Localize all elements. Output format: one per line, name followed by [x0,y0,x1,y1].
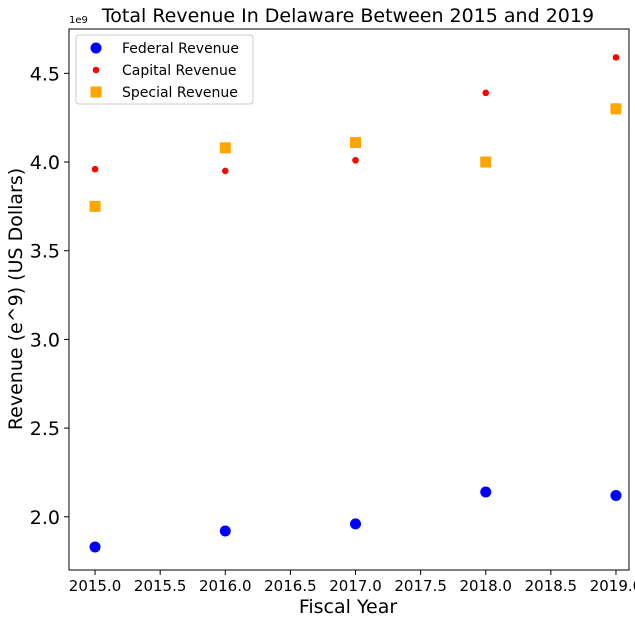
y-tick-label: 3.0 [30,329,60,351]
legend-marker-capital-revenue [92,66,100,74]
federal-revenue-point [219,525,231,537]
x-axis-ticks: 2015.0 2015.5 2016.0 2016.5 2017.0 2017.5 2018… [69,570,635,595]
y-axis-ticks: 2.0 2.5 3.0 3.5 4.0 4.5 [30,63,69,529]
chart-title: Total Revenue In Delaware Between 2015 a… [101,5,594,27]
federal-revenue-point [89,541,101,553]
special-revenue-point [480,156,492,168]
y-axis-offset-label: 1e9 [69,15,88,26]
y-tick-label: 2.0 [30,507,60,529]
capital-revenue-point [221,167,229,175]
y-tick-label: 2.5 [30,418,60,440]
special-revenue-point [350,137,362,149]
x-tick-label: 2017.5 [394,577,447,595]
special-revenue-point [610,103,622,115]
data-points [89,54,622,553]
federal-revenue-point [610,490,622,502]
federal-revenue-point [350,518,362,530]
x-axis-label: Fiscal Year [299,596,398,618]
legend-marker-federal-revenue [90,42,102,54]
federal-revenue-point [480,486,492,498]
special-revenue-point [89,200,101,212]
y-tick-label: 3.5 [30,241,60,263]
capital-revenue-point [352,156,359,164]
legend-label-special-revenue: Special Revenue [122,85,238,101]
special-revenue-point [219,142,231,154]
x-tick-label: 2015.0 [69,577,122,595]
capital-revenue-point [612,54,620,61]
x-tick-label: 2017.0 [329,577,382,595]
x-tick-label: 2015.5 [134,577,187,595]
x-tick-label: 2016.5 [264,577,317,595]
x-tick-label: 2019.0 [590,577,635,595]
plot-area-frame [68,28,630,571]
y-tick-label: 4.5 [30,63,60,85]
y-tick-label: 4.0 [30,152,60,174]
y-axis-label: Revenue (e^9) (US Dollars) [5,168,27,430]
x-tick-label: 2018.0 [459,577,512,595]
legend: Federal Revenue Capital Revenue Special Re… [75,34,254,105]
legend-label-federal-revenue: Federal Revenue [122,41,239,57]
legend-marker-special-revenue [90,86,102,98]
x-tick-label: 2018.5 [525,577,578,595]
legend-box [75,34,254,105]
legend-label-capital-revenue: Capital Revenue [122,63,237,79]
x-tick-label: 2016.0 [199,577,252,595]
capital-revenue-point [482,89,490,97]
capital-revenue-point [91,165,99,173]
